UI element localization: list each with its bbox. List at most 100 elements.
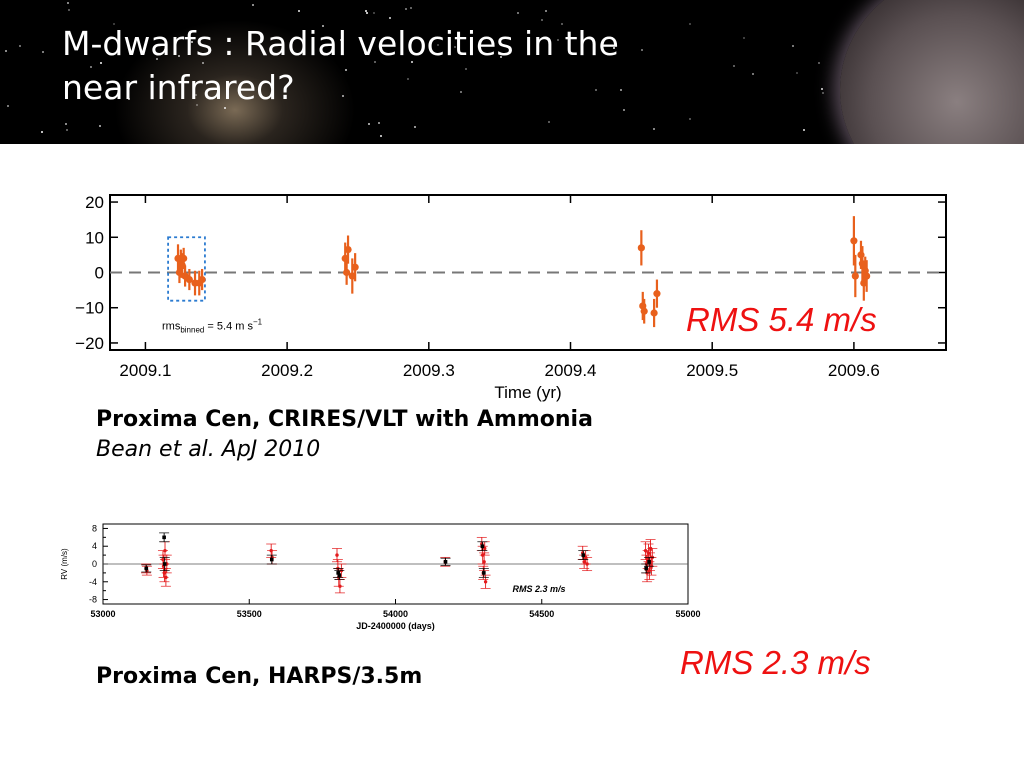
data-point [338, 584, 342, 588]
y-tick-label: −20 [75, 334, 104, 353]
star [545, 10, 547, 12]
x-tick-label: 54000 [383, 609, 408, 619]
star [99, 125, 101, 127]
star [100, 62, 102, 64]
star [42, 51, 44, 53]
caption-crires: Proxima Cen, CRIRES/VLT with Ammonia Bea… [96, 405, 593, 465]
x-tick-label: 53500 [237, 609, 262, 619]
rms-annotation: RMS 2.3 m/s [513, 584, 566, 594]
x-tick-label: 2009.6 [828, 361, 880, 380]
star [298, 10, 300, 12]
star [818, 62, 820, 64]
x-tick-label: 53000 [90, 609, 115, 619]
star [340, 39, 342, 41]
data-point [269, 557, 274, 562]
data-point [582, 560, 586, 564]
star [195, 94, 197, 96]
rms-annotation-text: rms [162, 320, 181, 332]
header-banner: M-dwarfs : Radial velocities in the near… [0, 0, 1024, 144]
y-tick-label: 4 [92, 541, 97, 551]
star [821, 88, 823, 90]
star [517, 12, 519, 14]
star [548, 121, 550, 123]
star [378, 122, 380, 124]
data-point [480, 544, 485, 549]
star [822, 92, 824, 94]
star [611, 37, 613, 39]
rms-annotation: rmsbinned = 5.4 m s−1 [162, 317, 263, 334]
data-point [650, 309, 658, 317]
star [460, 91, 462, 93]
data-point [640, 307, 648, 315]
caption-crires-main: Proxima Cen, CRIRES/VLT with Ammonia [96, 407, 593, 432]
y-tick-label: −10 [75, 299, 104, 318]
caption-crires-reference: Bean et al. ApJ 2010 [96, 437, 321, 462]
data-point [482, 560, 486, 564]
star [365, 10, 367, 12]
x-tick-label: 55000 [675, 609, 700, 619]
star [113, 23, 115, 25]
star [389, 17, 391, 19]
data-point [336, 571, 340, 575]
star [380, 135, 382, 137]
star [191, 41, 193, 43]
star [595, 89, 597, 91]
harps-rv-chart: -8 -4 0 4 8 53000 53500 54000 54500 55000 JD-24000… [60, 523, 701, 631]
data-point [337, 573, 342, 577]
slide-title: M-dwarfs : Radial velocities in the near… [62, 22, 762, 110]
data-point [198, 275, 206, 284]
data-point [851, 272, 859, 280]
x-tick-label: 2009.2 [261, 361, 313, 380]
data-point [653, 290, 661, 298]
star [373, 12, 375, 14]
caption-harps: Proxima Cen, HARPS/3.5m [96, 664, 423, 689]
data-point [164, 575, 168, 580]
data-point [637, 244, 645, 252]
y-tick-label: -4 [89, 577, 97, 587]
crires-rv-chart: −20 −10 0 10 20 2009.1 2009.2 2009.3 2009.4 2009.… [75, 193, 947, 402]
star [67, 2, 69, 4]
x-axis-label: Time (yr) [494, 383, 561, 402]
data-point [351, 263, 359, 271]
star [252, 4, 254, 6]
star [66, 129, 68, 131]
slide-title-line-2: near infrared? [62, 68, 295, 107]
y-axis-label: RV (m/s) [60, 548, 69, 580]
star [156, 58, 158, 60]
star [5, 50, 7, 52]
rms-label-crires: RMS 5.4 m/s [686, 301, 877, 338]
star [500, 56, 502, 58]
data-point [162, 562, 167, 566]
rms-label-harps: RMS 2.3 m/s [680, 644, 871, 681]
data-point [144, 566, 149, 571]
star [374, 61, 376, 63]
binned-highlight-box [167, 236, 206, 302]
star [620, 89, 622, 91]
star [178, 55, 180, 57]
star [68, 9, 70, 11]
star [368, 123, 370, 125]
data-point [335, 553, 339, 557]
planet-image [840, 0, 1024, 144]
star [405, 8, 407, 10]
data-point [850, 237, 858, 245]
star [128, 98, 130, 100]
star [437, 44, 439, 46]
star [557, 39, 559, 41]
star [561, 23, 563, 25]
x-tick-label: 2009.3 [403, 361, 455, 380]
star [641, 49, 643, 51]
star [407, 78, 409, 80]
star [743, 37, 745, 39]
star [19, 45, 21, 47]
y-tick-label: 8 [92, 523, 97, 533]
x-tick-label: 2009.1 [119, 361, 171, 380]
rms-annotation-value: = 5.4 m s [204, 320, 253, 332]
star [41, 131, 43, 133]
star [342, 95, 344, 97]
star [202, 62, 204, 64]
y-tick-label: 20 [85, 193, 104, 212]
rms-annotation-superscript: −1 [253, 317, 263, 326]
star [613, 47, 615, 49]
data-point [343, 268, 351, 277]
